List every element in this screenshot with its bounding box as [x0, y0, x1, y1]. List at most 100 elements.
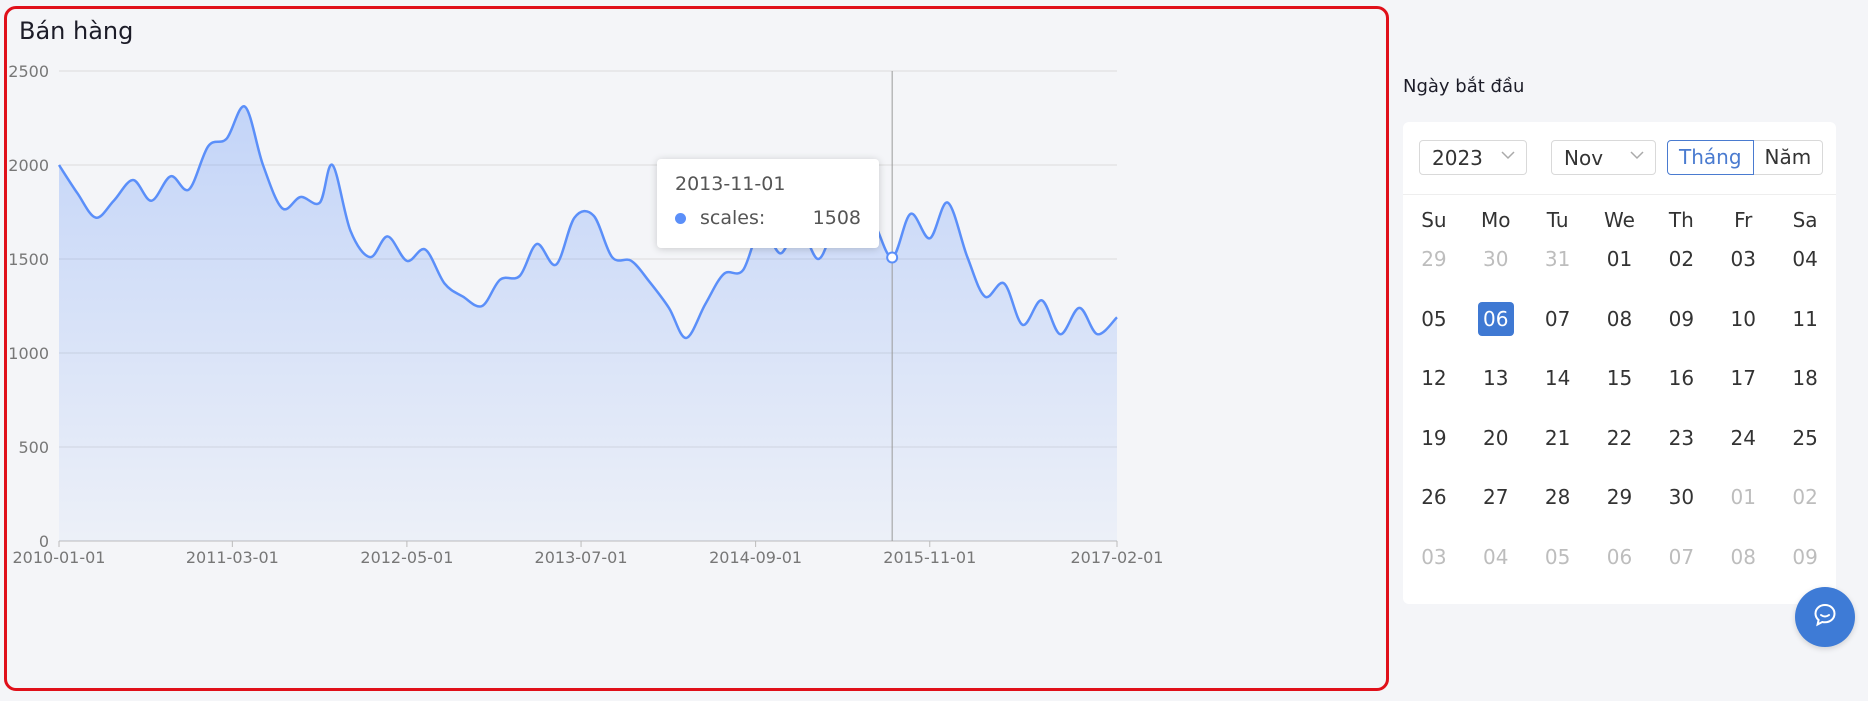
calendar-day[interactable]: 22 [1589, 421, 1651, 481]
calendar-day[interactable]: 18 [1774, 361, 1836, 421]
calendar-day[interactable]: 02 [1650, 242, 1712, 302]
calendar-day-label: 20 [1483, 425, 1509, 450]
calendar-day-label: 26 [1421, 485, 1447, 509]
calendar-day-label: 29 [1606, 485, 1633, 509]
tooltip-row: scales: 1508 [675, 207, 861, 229]
calendar-day[interactable]: 13 [1465, 361, 1527, 421]
calendar-day[interactable]: 02 [1774, 480, 1836, 540]
calendar-week-row: 05 06 07 08 09 10 11 [1403, 301, 1836, 362]
active-point [886, 251, 899, 264]
calendar-day[interactable]: 30 [1650, 480, 1712, 540]
calendar-day[interactable]: 26 [1403, 480, 1465, 540]
calendar-day-label: 17 [1730, 366, 1756, 390]
weekday-su: Su [1421, 208, 1447, 232]
calendar-day-label: 19 [1421, 425, 1447, 450]
calendar-day[interactable]: 30 [1465, 242, 1527, 302]
calendar-day[interactable]: 05 [1403, 302, 1465, 362]
x-tick-label: 2017-02-01 [1071, 548, 1164, 567]
calendar-day[interactable]: 31 [1527, 242, 1589, 302]
calendar-day[interactable]: 04 [1465, 540, 1527, 600]
calendar-day-label: 09 [1792, 544, 1818, 569]
calendar-day-label: 16 [1668, 366, 1695, 390]
calendar-days: 29 30 31 01 02 03 04 05 06 07 08 09 10 11 12 13 14 15 16 17… [1403, 242, 1836, 599]
calendar-day[interactable]: 09 [1650, 302, 1712, 362]
calendar-day[interactable]: 06 [1465, 301, 1527, 362]
calendar-day[interactable]: 25 [1774, 421, 1836, 481]
sales-area-chart[interactable]: 0 500 1000 1500 2000 2500 2010-01-01 2011-03-01… [7, 9, 1386, 688]
calendar-day-label: 31 [1544, 247, 1571, 271]
calendar-week-row: 12 13 14 15 16 17 18 [1403, 361, 1836, 421]
calendar-day[interactable]: 01 [1712, 480, 1774, 540]
tooltip-value: 1508 [812, 207, 861, 229]
series-dot-icon [675, 212, 686, 224]
calendar-day-label: 22 [1606, 425, 1633, 450]
calendar-day[interactable]: 15 [1589, 361, 1651, 421]
calendar-day[interactable]: 10 [1712, 302, 1774, 362]
calendar-day[interactable]: 11 [1774, 302, 1836, 362]
calendar-day[interactable]: 09 [1774, 540, 1836, 600]
series-area [59, 106, 1117, 541]
weekday-th: Th [1668, 208, 1694, 232]
calendar-day[interactable]: 03 [1712, 242, 1774, 302]
calendar-day-label: 25 [1792, 425, 1818, 450]
calendar-day-label: 11 [1792, 306, 1818, 331]
x-tick-label: 2015-11-01 [883, 548, 976, 567]
calendar-day-label: 13 [1483, 366, 1509, 390]
calendar-day-label: 30 [1668, 485, 1695, 509]
calendar-day[interactable]: 21 [1527, 421, 1589, 481]
calendar-day-label: 29 [1421, 247, 1447, 271]
mode-month-button[interactable]: Tháng [1667, 140, 1754, 175]
x-tick-label: 2012-05-01 [360, 548, 453, 567]
chat-button[interactable] [1795, 587, 1855, 647]
calendar-day[interactable]: 24 [1712, 421, 1774, 481]
calendar-day[interactable]: 01 [1589, 242, 1651, 302]
weekday-sa: Sa [1792, 208, 1818, 232]
tooltip-series-name: scales: [700, 207, 766, 229]
calendar-day[interactable]: 08 [1589, 302, 1651, 362]
calendar-day-label: 07 [1544, 306, 1571, 331]
calendar-day-label: 07 [1668, 544, 1695, 569]
month-select[interactable]: Nov [1551, 140, 1656, 175]
calendar-week-row: 29 30 31 01 02 03 04 [1403, 242, 1836, 302]
calendar-day[interactable]: 08 [1712, 540, 1774, 600]
weekday-fr: Fr [1734, 208, 1753, 232]
calendar-day[interactable]: 17 [1712, 361, 1774, 421]
calendar-day[interactable]: 29 [1589, 480, 1651, 540]
calendar-week-row: 03 04 05 06 07 08 09 [1403, 540, 1836, 600]
calendar-week-row: 26 27 28 29 30 01 02 [1403, 480, 1836, 540]
calendar-day[interactable]: 12 [1403, 361, 1465, 421]
calendar-day[interactable]: 03 [1403, 540, 1465, 600]
start-date-label: Ngày bắt đầu [1403, 76, 1525, 97]
chat-icon [1812, 602, 1838, 632]
calendar-day[interactable]: 04 [1774, 242, 1836, 302]
calendar-day[interactable]: 20 [1465, 421, 1527, 481]
calendar-day[interactable]: 16 [1650, 361, 1712, 421]
calendar-divider [1403, 194, 1836, 195]
calendar-day-label: 01 [1730, 485, 1756, 509]
calendar-day-label: 01 [1606, 247, 1633, 271]
calendar-day[interactable]: 06 [1589, 540, 1651, 600]
calendar-day[interactable]: 23 [1650, 421, 1712, 481]
calendar-day-label: 08 [1730, 544, 1756, 569]
calendar-day[interactable]: 07 [1650, 540, 1712, 600]
tooltip-date: 2013-11-01 [675, 173, 786, 195]
calendar-day-label: 10 [1730, 306, 1756, 331]
chart-title: Bán hàng [19, 17, 134, 45]
calendar-day[interactable]: 27 [1465, 480, 1527, 540]
calendar-day-label: 28 [1544, 485, 1571, 509]
calendar-day[interactable]: 05 [1527, 540, 1589, 600]
calendar-day[interactable]: 28 [1527, 480, 1589, 540]
calendar-day[interactable]: 19 [1403, 421, 1465, 481]
chevron-down-icon [1629, 147, 1645, 167]
calendar-day-label: 06 [1477, 301, 1514, 336]
calendar-day-label: 06 [1606, 544, 1633, 569]
year-select[interactable]: 2023 [1419, 140, 1527, 175]
calendar-day[interactable]: 29 [1403, 242, 1465, 302]
calendar-day-label: 05 [1421, 306, 1447, 331]
calendar-day[interactable]: 14 [1527, 361, 1589, 421]
y-tick-label: 0 [39, 532, 49, 551]
year-select-value: 2023 [1432, 146, 1483, 170]
mode-year-button[interactable]: Năm [1753, 140, 1824, 175]
calendar-day[interactable]: 07 [1527, 302, 1589, 362]
calendar-day-label: 08 [1606, 306, 1633, 331]
